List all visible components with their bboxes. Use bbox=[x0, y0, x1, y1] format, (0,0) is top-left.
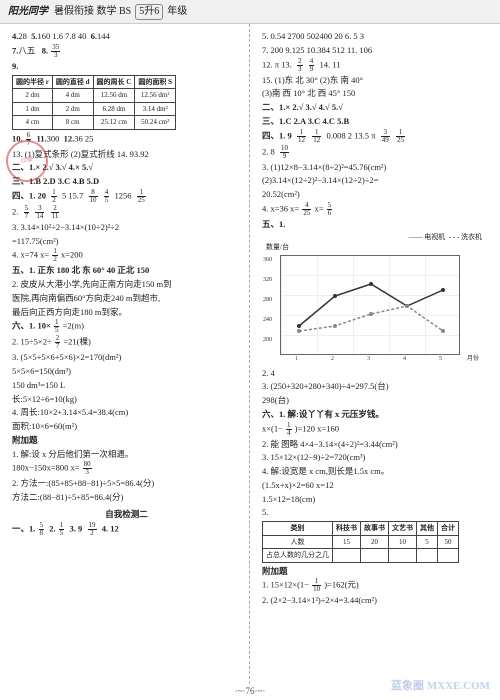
self-check: 自我检测二 bbox=[12, 508, 241, 521]
l2: 7.八五 8. 353 bbox=[12, 44, 241, 59]
left-column: 4.28 5.160 1.6 7.8 40 6.144 7.八五 8. 353 … bbox=[0, 24, 250, 684]
sec6-4a: 4. 周长:10×2+3.14×5.4=38.4(cm) bbox=[12, 406, 241, 419]
title: 暑假衔接 数学 BS bbox=[54, 5, 131, 19]
r-sec4-4: 4. x=36 x= 425 x= 56 bbox=[262, 202, 492, 217]
l3: 9. bbox=[12, 60, 241, 73]
table-5: 类别科技书 故事书文艺书 其他合计 人数15 2010 550 占总人数的几分之… bbox=[262, 521, 459, 563]
right-column: 5. 0.54 2700 502400 20 6. 5 3 7. 200 9.1… bbox=[250, 24, 500, 684]
sec6-3a: 3. (5×5+5×6+5×6)×2=170(dm²) bbox=[12, 351, 241, 364]
r-sec6-4b: (1.5x+x)×2=60 x=12 bbox=[262, 479, 492, 492]
extra-2b: 方法二:(88−81)÷5+85=86.4(分) bbox=[12, 491, 241, 504]
r-sec5-3b: 298(台) bbox=[262, 394, 492, 407]
r-sec6-4a: 4. 解:设宽是 x cm,则长是1.5x cm。 bbox=[262, 465, 492, 478]
r-sec2: 二、1.× 2.√ 3.√ 4.√ 5.√ bbox=[262, 101, 492, 114]
r-sec6-2: 2. 能 图略 4×4−3.14×(4÷2)²=3.44(cm²) bbox=[262, 438, 492, 451]
r4: 15. (1)东 北 30° (2)东 南 40° bbox=[262, 74, 492, 87]
sec4-1: 四、1. 20 12 5 15.7 810 45 1256 125 bbox=[12, 189, 241, 204]
r-sec6-1b: x×(1− 14 )=120 x=160 bbox=[262, 422, 492, 437]
extra-1a: 1. 解:设 x 分后他们第一次相遇。 bbox=[12, 448, 241, 461]
line-chart: 200 240 280 320 360 1 2 3 4 5 月份 bbox=[280, 255, 460, 355]
sec6-1: 六、1. 10× 15 =2(m) bbox=[12, 319, 241, 334]
r-sec5: 五、1. bbox=[262, 218, 492, 231]
r-sec4-2: 2. 8 109 bbox=[262, 145, 492, 160]
chart-ylabel: 数量/台 bbox=[266, 242, 492, 253]
sec6-3d: 长:5×12÷6=10(kg) bbox=[12, 393, 241, 406]
r1: 5. 0.54 2700 502400 20 6. 5 3 bbox=[262, 30, 492, 43]
r-extra-2: 2. (2×2−3.14×1²)÷2×4=3.44(cm²) bbox=[262, 594, 492, 607]
sec5-2c: 最后向正西方向走180 m到家。 bbox=[12, 306, 241, 319]
r-sec3: 三、1.C 2.A 3.C 4.C 5.B bbox=[262, 115, 492, 128]
grade-box: 5升6 bbox=[135, 4, 163, 20]
r3: 12. π 13. 23 49 14. 11 bbox=[262, 58, 492, 73]
table-9: 圆的半径 r圆的直径 d 圆的周长 C圆的面积 S 2 dm4 dm12.56 … bbox=[12, 75, 176, 130]
watermark: 蓝象圈 MXXE.COM bbox=[391, 679, 490, 694]
sec3: 三、1.B 2.D 3.C 4.B 5.D bbox=[12, 175, 241, 188]
chart-legend: —— 电视机 - - - 洗衣机 bbox=[262, 232, 482, 243]
l4: 10. 67 11.300 12.36 25 bbox=[12, 132, 241, 147]
r-sec6-5: 5. bbox=[262, 506, 492, 519]
sec6-3c: 150 dm³=150 L bbox=[12, 379, 241, 392]
page-header: 阳光同学 暑假衔接 数学 BS 5升6 年级 bbox=[0, 0, 500, 24]
r-sec5-2: 2. 4 bbox=[262, 367, 492, 380]
r5: (3)南 西 10° 北 西 45° 150 bbox=[262, 87, 492, 100]
brand: 阳光同学 bbox=[8, 5, 48, 19]
r-extra-1: 1. 15×12×(1− 110 )=162(元) bbox=[262, 578, 492, 593]
r-sec5-3a: 3. (250+320+280+340)÷4=297.5(台) bbox=[262, 380, 492, 393]
sec5-2a: 2. 皮皮从大港小学,先向正南方向走150 m到 bbox=[12, 278, 241, 291]
l1: 4.28 5.160 1.6 7.8 40 6.144 bbox=[12, 30, 241, 43]
one: 一、1. 58 2. 15 3. 9 192 4. 12 bbox=[12, 522, 241, 537]
extra-title: 附加题 bbox=[12, 434, 241, 447]
grade-suffix: 年级 bbox=[167, 5, 187, 19]
r-sec6-1a: 六、1. 解:设丫丫有 x 元压岁钱。 bbox=[262, 408, 492, 421]
content: 4.28 5.160 1.6 7.8 40 6.144 7.八五 8. 353 … bbox=[0, 24, 500, 684]
extra-1b: 180x−150x=800 x= 803 bbox=[12, 461, 241, 476]
r-sec4-3b: (2)3.14×(12÷2)²−3.14×(12÷2)÷2= bbox=[262, 174, 492, 187]
sec6-3b: 5×5×6=150(dm³) bbox=[12, 365, 241, 378]
sec4-3b: =117.75(cm²) bbox=[12, 235, 241, 248]
sec4-4: 4. x=74 x= 12 x=200 bbox=[12, 248, 241, 263]
extra-2a: 2. 方法一:(85+85+88−81)÷5×5=86.4(分) bbox=[12, 477, 241, 490]
sec4-2: 2. 57 314 211 bbox=[12, 205, 241, 220]
sec5-2b: 医院,再向南偏西60°方向走240 m到超市, bbox=[12, 292, 241, 305]
r-sec4-3c: 20.52(cm²) bbox=[262, 188, 492, 201]
sec5-1: 五、1. 正东 180 北 东 60° 40 正北 150 bbox=[12, 264, 241, 277]
r-sec4-1: 四、1. 9 112 112 0.008 2 13.5 π 349 125 bbox=[262, 129, 492, 144]
r2: 7. 200 9.125 10.384 512 11. 106 bbox=[262, 44, 492, 57]
r-sec4-3a: 3. (1)12×8−3.14×(8÷2)²=45.76(cm²) bbox=[262, 161, 492, 174]
r-sec6-3: 3. 15×12×(12−9)÷2=720(cm³) bbox=[262, 451, 492, 464]
r-sec6-4c: 1.5×12=18(cm) bbox=[262, 493, 492, 506]
r-extra-title: 附加题 bbox=[262, 565, 492, 578]
frac-35-3: 353 bbox=[51, 44, 60, 59]
sec6-4b: 面积:10×6=60(m²) bbox=[12, 420, 241, 433]
sec4-3a: 3. 3.14×10²÷2−3.14×(10÷2)²÷2 bbox=[12, 221, 241, 234]
sec6-2: 2. 15÷5×2÷ 27 =21(棵) bbox=[12, 335, 241, 350]
